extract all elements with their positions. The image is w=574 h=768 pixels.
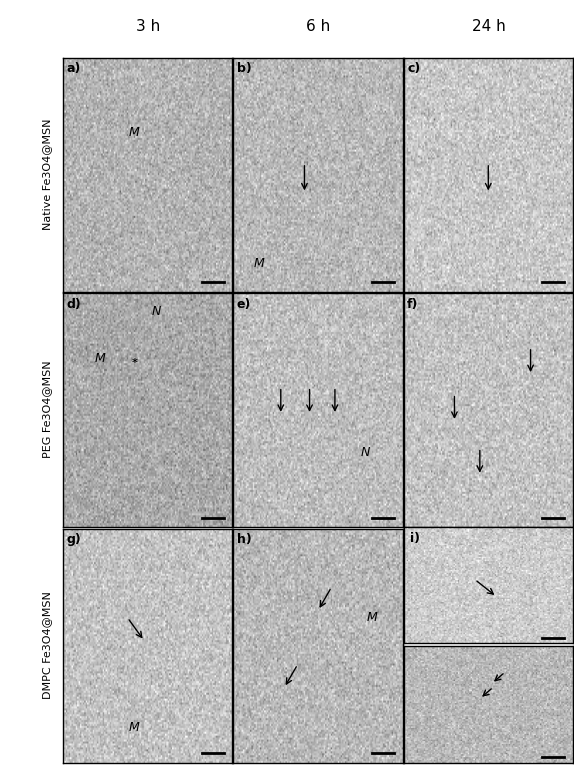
Text: M: M [129, 721, 139, 734]
Text: c): c) [407, 62, 420, 75]
Text: e): e) [237, 298, 251, 311]
Text: PEG Fe3O4@MSN: PEG Fe3O4@MSN [42, 360, 52, 458]
Text: M: M [95, 353, 106, 365]
Text: 6 h: 6 h [307, 19, 331, 35]
Text: h): h) [237, 533, 251, 546]
Text: g): g) [67, 533, 82, 546]
Text: i): i) [410, 531, 421, 545]
Text: d): d) [67, 298, 82, 311]
Text: f): f) [407, 298, 418, 311]
Text: N: N [360, 445, 370, 458]
Text: b): b) [237, 62, 251, 75]
Text: M: M [254, 257, 264, 270]
Text: DMPC Fe3O4@MSN: DMPC Fe3O4@MSN [42, 591, 52, 699]
Text: *: * [131, 359, 137, 369]
Text: N: N [152, 306, 161, 319]
Text: a): a) [67, 62, 81, 75]
Text: 24 h: 24 h [472, 19, 506, 35]
Text: M: M [129, 126, 139, 139]
Text: 3 h: 3 h [136, 19, 160, 35]
Text: Native Fe3O4@MSN: Native Fe3O4@MSN [42, 118, 52, 230]
Text: M: M [367, 611, 378, 624]
